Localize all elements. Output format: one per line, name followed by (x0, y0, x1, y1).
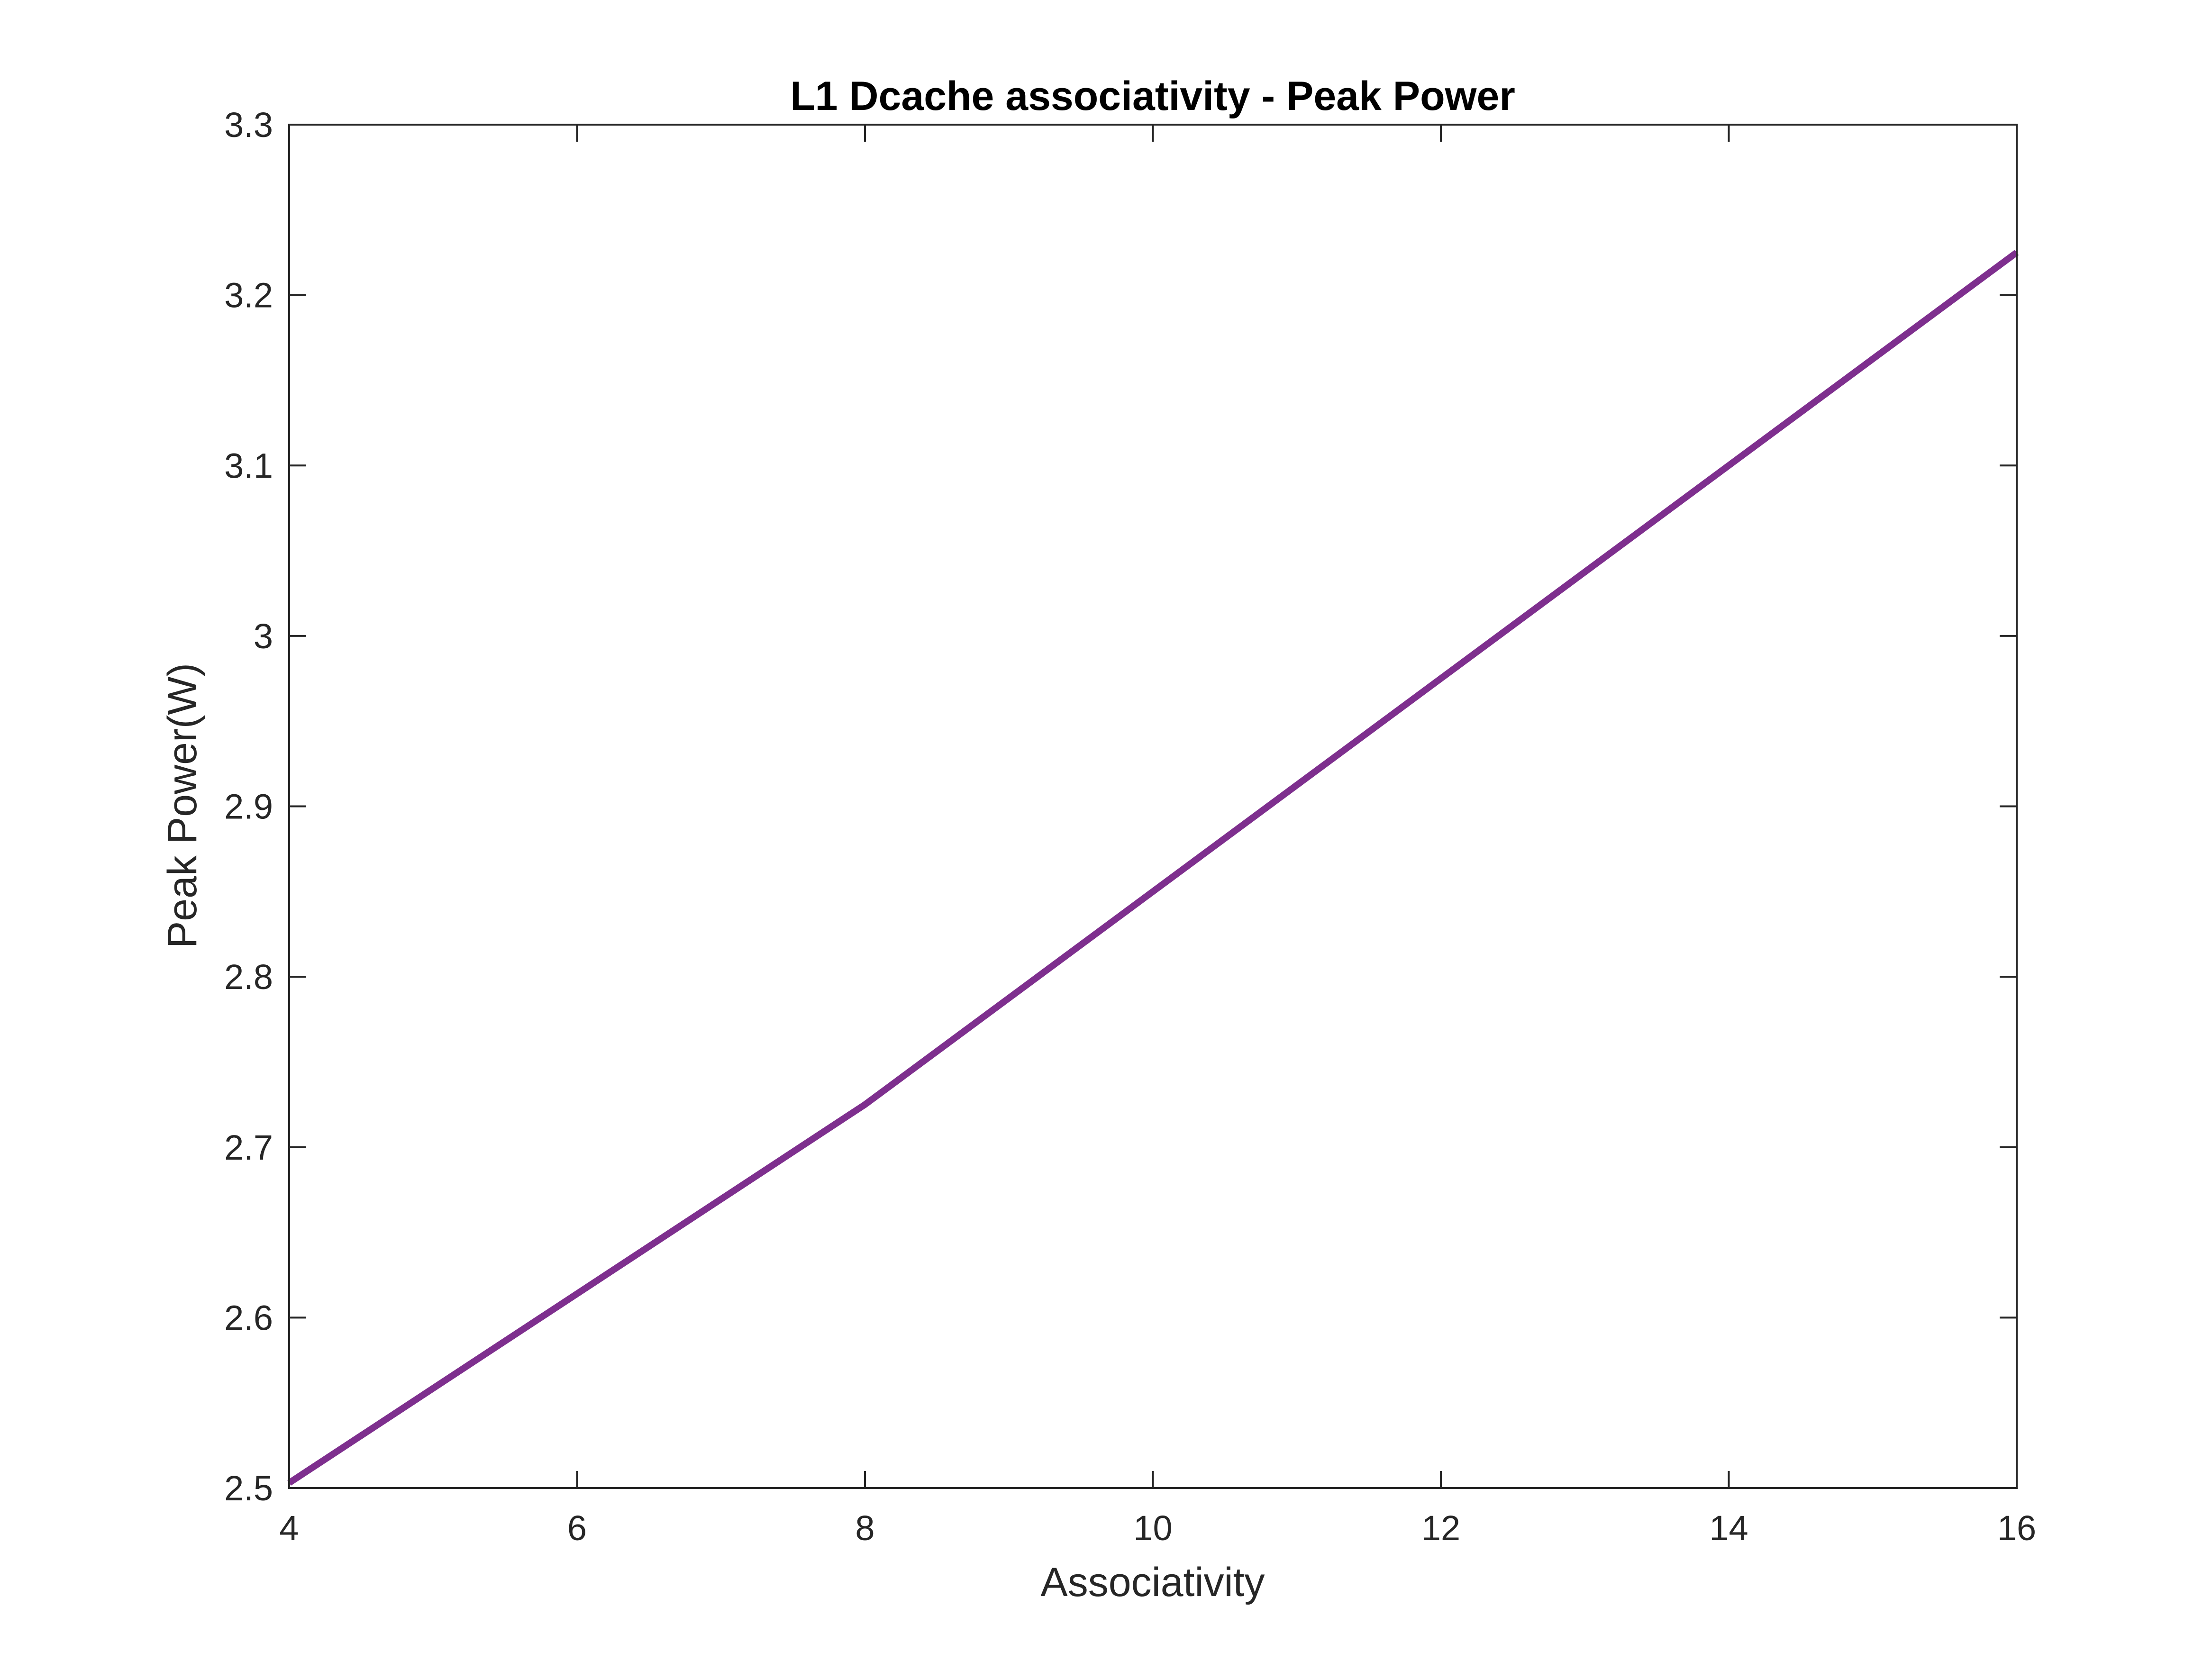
y-tick-label: 2.9 (224, 787, 273, 826)
y-tick-label: 3 (254, 617, 273, 656)
axes-box (288, 124, 2018, 1489)
x-tick-label: 8 (855, 1508, 874, 1548)
y-tick-label: 2.8 (224, 957, 273, 997)
x-tick-label: 16 (1997, 1508, 2036, 1548)
x-tick-label: 12 (1421, 1508, 1460, 1548)
chart-title: L1 Dcache associativity - Peak Power (790, 73, 1515, 119)
y-axis-label: Peak Power(W) (160, 663, 205, 948)
x-tick-label: 14 (1709, 1508, 1748, 1548)
tick-labels: 4 6 8 10 12 14 16 2.5 2.6 2.7 2.8 2.9 3 3.1 3.2 3.3 (224, 105, 2036, 1548)
y-tick-label: 3.1 (224, 446, 273, 485)
y-tick-label: 3.3 (224, 105, 273, 145)
y-tick-label: 3.2 (224, 276, 273, 315)
x-tick-label: 4 (279, 1508, 299, 1548)
y-tick-label: 2.6 (224, 1298, 273, 1337)
x-axis-label: Associativity (1040, 1560, 1265, 1605)
y-tick-label: 2.5 (224, 1469, 273, 1508)
x-tick-label: 6 (567, 1508, 587, 1548)
x-tick-label: 10 (1133, 1508, 1172, 1548)
series-line (287, 250, 2019, 1486)
plot-content (287, 250, 2019, 1486)
y-tick-label: 2.7 (224, 1128, 273, 1167)
plot-background (289, 125, 2017, 1488)
